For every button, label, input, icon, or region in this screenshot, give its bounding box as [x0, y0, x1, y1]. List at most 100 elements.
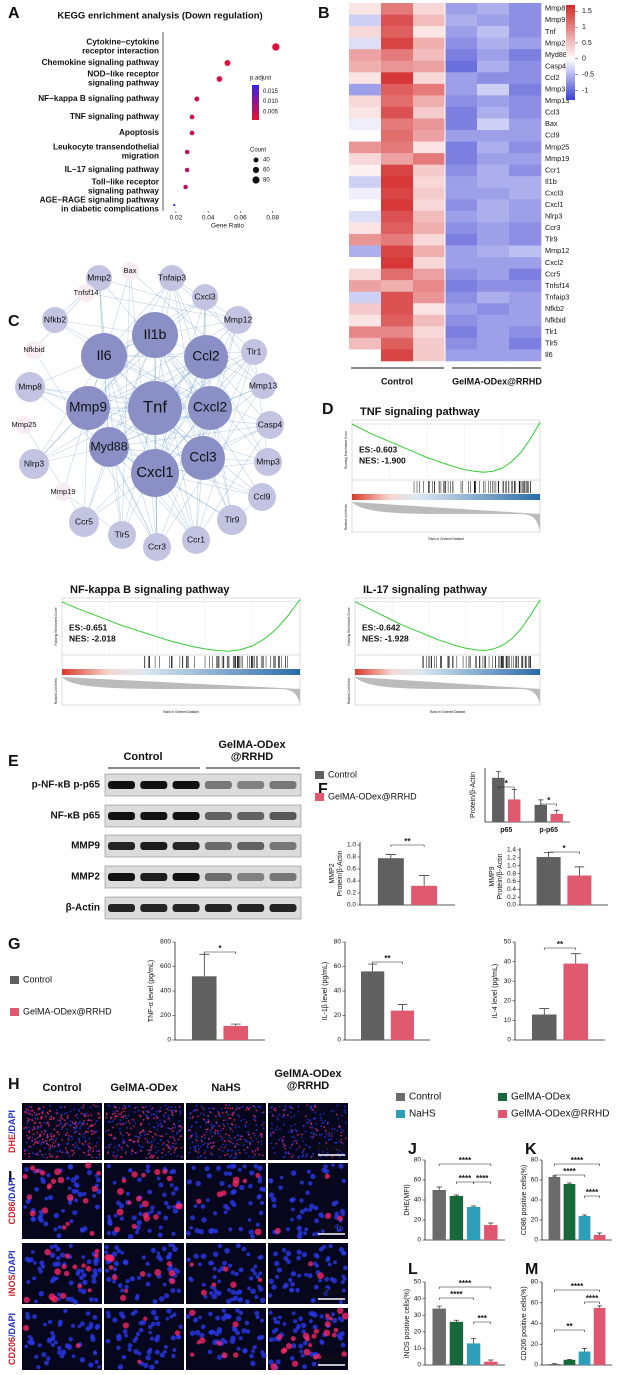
- nucleus: [337, 1316, 342, 1321]
- row-part: iNOS: [7, 1275, 17, 1297]
- colorbar: [252, 85, 259, 120]
- nucleus: [74, 1126, 77, 1129]
- signal: [231, 1113, 234, 1116]
- signal: [147, 1153, 150, 1155]
- nucleus: [94, 1204, 100, 1210]
- sig-label: ****: [586, 1294, 599, 1303]
- signal: [29, 1165, 36, 1171]
- signal: [294, 1139, 296, 1142]
- nucleus: [158, 1134, 161, 1137]
- edge: [33, 356, 207, 465]
- signal: [224, 1104, 227, 1106]
- nucleus: [114, 1245, 119, 1250]
- signal: [37, 1126, 40, 1128]
- nucleus: [271, 1105, 273, 1108]
- nucleus: [168, 1243, 173, 1247]
- node: [192, 284, 218, 310]
- heatmap-cell: [509, 337, 542, 350]
- node: [42, 307, 68, 333]
- signal: [140, 1122, 143, 1125]
- edge: [54, 319, 211, 409]
- y-tick-label: 0: [507, 1037, 511, 1044]
- nucleus: [189, 1113, 192, 1116]
- nucleus: [28, 1106, 31, 1108]
- nucleus: [200, 1112, 203, 1115]
- row-label: Nlrp3: [545, 212, 562, 221]
- heatmap-cell: [413, 118, 446, 131]
- signal: [84, 1140, 87, 1143]
- signal: [123, 1110, 125, 1113]
- heatmap-cell: [477, 245, 510, 258]
- y-tick-label: 1.0: [507, 862, 516, 869]
- legend-label: Control: [23, 974, 52, 984]
- nucleus: [242, 1144, 245, 1147]
- nucleus: [304, 1227, 309, 1232]
- nucleus: [67, 1200, 72, 1204]
- node: [188, 386, 232, 430]
- signal: [80, 1112, 83, 1115]
- signal: [137, 1141, 139, 1143]
- es-line: [354, 600, 541, 652]
- node: [54, 483, 72, 501]
- signal: [206, 1128, 209, 1131]
- signal: [141, 1106, 144, 1109]
- nucleus: [282, 1284, 287, 1290]
- signal: [152, 1154, 155, 1157]
- nucleus: [315, 1122, 317, 1125]
- bar: [223, 1025, 249, 1040]
- heatmap-cell: [509, 210, 542, 223]
- y-tick-label: 0: [417, 1362, 421, 1369]
- node: [108, 521, 136, 549]
- nucleus: [116, 1345, 121, 1351]
- nucleus: [255, 1222, 260, 1227]
- signal: [334, 1148, 337, 1150]
- nucleus: [203, 1294, 208, 1299]
- nucleus: [258, 1254, 264, 1260]
- nucleus: [72, 1210, 78, 1216]
- micrograph: [22, 1103, 102, 1160]
- nucleus: [198, 1262, 202, 1267]
- sig-label: **: [404, 837, 411, 846]
- colorbar: [566, 5, 575, 100]
- nucleus: [143, 1131, 146, 1133]
- node: [19, 449, 49, 479]
- sig-bracket: [203, 951, 237, 954]
- y-tick-label: 40: [414, 1197, 422, 1204]
- nucleus: [248, 1141, 251, 1143]
- signal: [133, 1125, 135, 1128]
- nucleus: [318, 1142, 321, 1145]
- signal: [153, 1132, 156, 1135]
- nucleus: [86, 1143, 89, 1146]
- signal: [152, 1155, 155, 1158]
- signal: [33, 1122, 36, 1125]
- heatmap-cell: [477, 291, 510, 304]
- nucleus: [106, 1276, 112, 1283]
- heatmap-cell: [509, 164, 542, 177]
- nucleus: [230, 1335, 236, 1341]
- signal: [53, 1145, 56, 1148]
- signal: [296, 1134, 299, 1136]
- nucleus: [257, 1165, 263, 1171]
- nucleus: [331, 1201, 337, 1207]
- nucleus: [82, 1279, 88, 1286]
- y-tick-label: 20: [531, 1217, 539, 1224]
- signal: [247, 1133, 250, 1136]
- row-part: /DAPI: [7, 1313, 17, 1337]
- nucleus: [241, 1328, 247, 1334]
- nucleus: [148, 1330, 152, 1335]
- nucleus: [288, 1277, 293, 1283]
- nucleus: [66, 1111, 68, 1114]
- nucleus: [210, 1124, 213, 1127]
- signal: [64, 1122, 67, 1125]
- heatmap-cell: [445, 187, 478, 200]
- signal: [258, 1153, 261, 1156]
- nucleus: [159, 1139, 162, 1142]
- error-bar: [495, 771, 501, 778]
- nucleus: [30, 1145, 33, 1148]
- nucleus: [105, 1338, 111, 1344]
- nucleus: [149, 1209, 154, 1214]
- signal: [91, 1156, 94, 1159]
- nucleus: [42, 1155, 44, 1158]
- nucleus: [150, 1247, 156, 1253]
- nucleus: [229, 1126, 231, 1129]
